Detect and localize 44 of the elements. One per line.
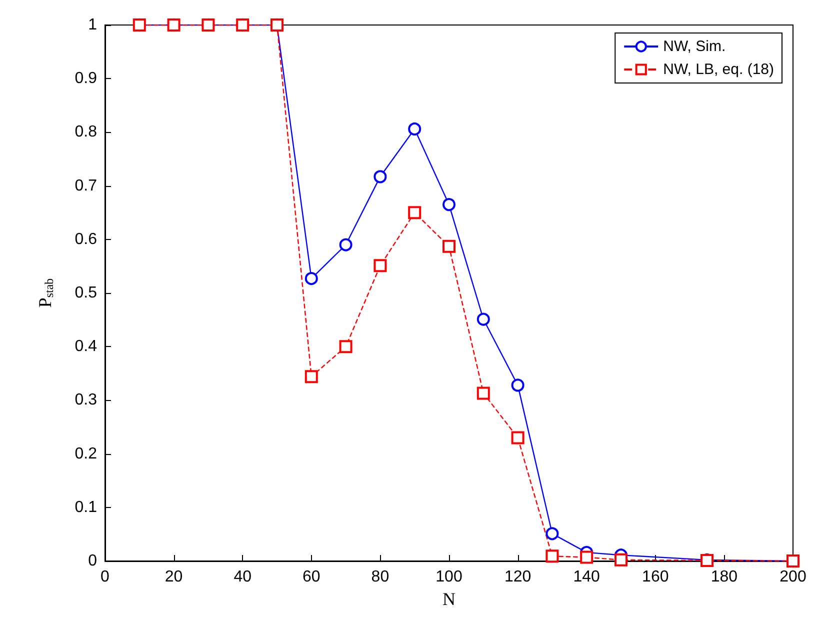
x-tick-label: 180 xyxy=(710,568,738,586)
y-tick-label: 0.1 xyxy=(74,498,98,516)
x-tick-label: 120 xyxy=(504,568,532,586)
x-tick-label: 80 xyxy=(371,568,390,586)
point xyxy=(511,431,524,444)
point xyxy=(442,198,456,212)
x-tick-label: 140 xyxy=(573,568,600,586)
y-tick-label: 0 xyxy=(88,552,98,570)
y-tick-label: 0.7 xyxy=(74,177,98,194)
point xyxy=(476,386,490,400)
point xyxy=(580,550,594,564)
y-tick-label: 0.6 xyxy=(74,230,98,248)
point xyxy=(339,238,352,252)
y-tick-label: 0.3 xyxy=(74,392,98,409)
x-tick-label: 60 xyxy=(302,568,320,586)
point xyxy=(511,378,524,392)
point xyxy=(408,206,422,220)
x-tick-label: 20 xyxy=(164,568,183,586)
y-tick-label: 0.9 xyxy=(74,70,98,88)
y-axis-title: Pstab xyxy=(35,278,56,308)
x-tick-label: 200 xyxy=(780,568,806,586)
point xyxy=(442,240,456,253)
y-tick-label: 1 xyxy=(88,16,98,34)
y-tick-label: 0.5 xyxy=(74,284,98,302)
point xyxy=(304,370,318,384)
x-axis-title: N xyxy=(442,588,456,609)
point xyxy=(546,527,559,540)
y-tick-label: 0.4 xyxy=(74,338,98,356)
point xyxy=(374,170,387,184)
x-tick-label: 160 xyxy=(642,568,669,586)
point xyxy=(408,122,422,136)
point xyxy=(614,553,628,566)
point xyxy=(374,259,387,272)
point xyxy=(339,340,352,354)
y-tick-label: 0.2 xyxy=(74,445,98,462)
x-tick-label: 0 xyxy=(100,568,110,586)
x-tick-label: 40 xyxy=(234,568,252,586)
legend-label: NW, LB, eq. (18) xyxy=(663,61,774,78)
point xyxy=(546,550,559,563)
legend-label: NW, Sim. xyxy=(663,38,726,55)
y-tick-label: 0.8 xyxy=(74,124,98,141)
x-tick-label: 100 xyxy=(436,568,462,586)
point xyxy=(304,272,318,286)
point xyxy=(476,312,490,326)
